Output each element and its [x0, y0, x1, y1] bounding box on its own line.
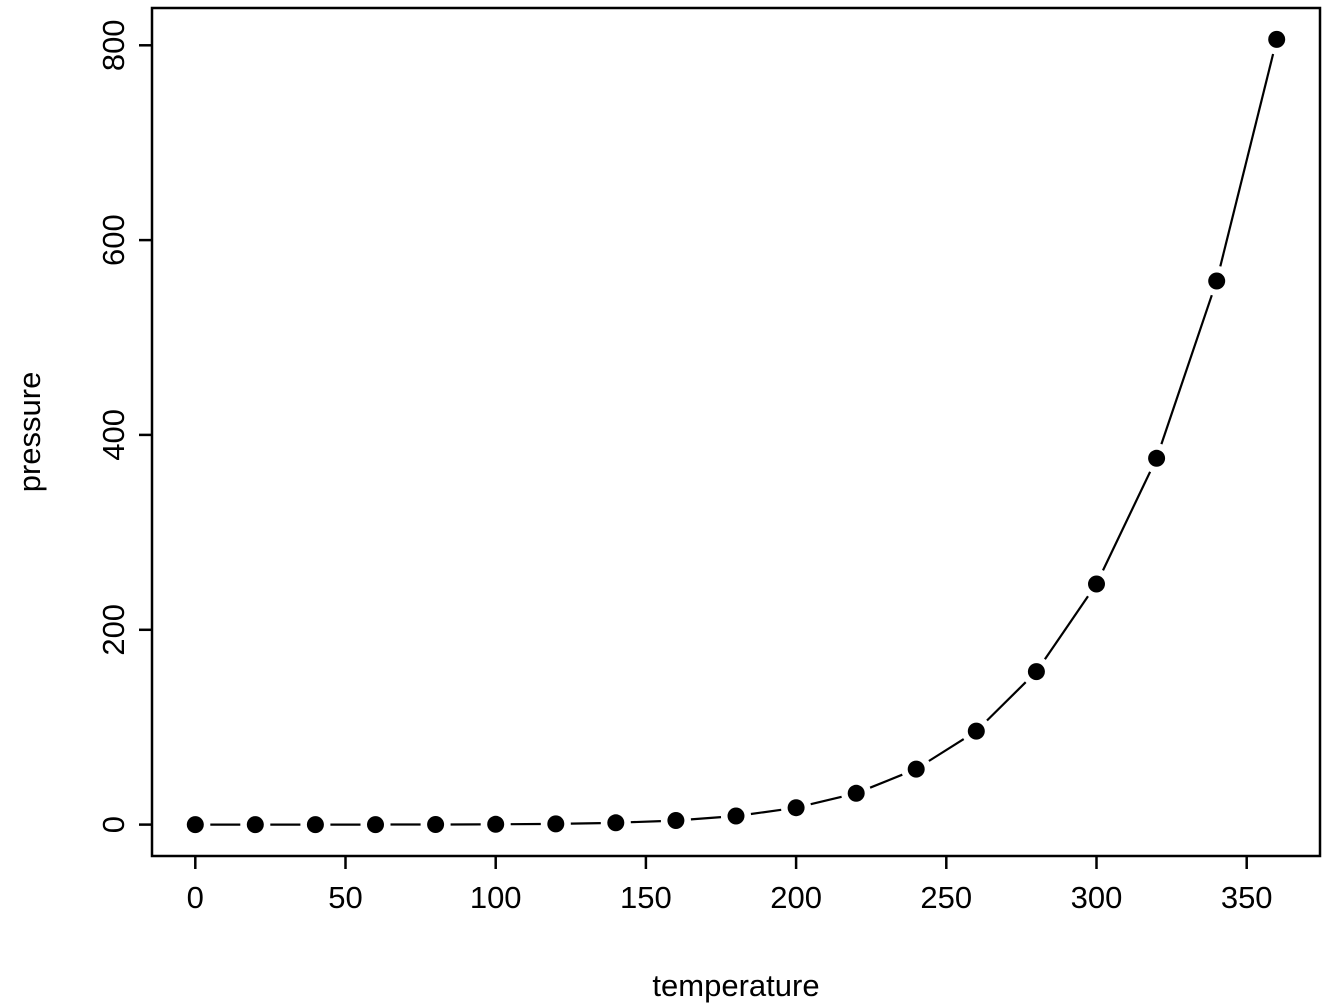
x-tick-label: 200: [770, 880, 822, 915]
data-point: [667, 812, 685, 829]
data-point: [367, 816, 384, 834]
line-segment: [1219, 53, 1275, 267]
y-axis-title: pressure: [12, 372, 47, 493]
y-axis: 0 200 400 600 800: [96, 19, 152, 833]
data-point: [1148, 449, 1166, 467]
data-line: [210, 53, 1275, 826]
line-segment: [1102, 471, 1152, 571]
data-point: [246, 816, 264, 834]
x-tick-label: 350: [1221, 880, 1273, 915]
data-point: [1208, 272, 1226, 290]
line-segment: [690, 816, 722, 821]
x-tick-label: 50: [328, 880, 362, 915]
y-tick-label: 200: [96, 604, 131, 656]
line-segment: [630, 820, 661, 824]
y-tick-label: 400: [96, 409, 131, 461]
data-point: [306, 816, 324, 834]
data-point: [487, 815, 505, 833]
y-tick-label: 0: [96, 816, 131, 833]
data-point: [727, 807, 745, 825]
data-point: [607, 814, 625, 832]
y-tick-label: 600: [96, 214, 131, 266]
data-point: [1268, 30, 1286, 48]
data-point: [427, 816, 445, 833]
y-tick-label: 800: [96, 19, 131, 71]
data-point: [1027, 663, 1045, 681]
line-segment: [986, 681, 1027, 722]
x-tick-label: 300: [1071, 880, 1123, 915]
x-axis-title: temperature: [652, 968, 819, 1003]
x-tick-label: 250: [920, 880, 972, 915]
x-tick-label: 100: [470, 880, 522, 915]
plot-border: [150, 6, 1322, 858]
line-segment: [810, 795, 842, 806]
x-axis: 0 50 100 150 200 250 300 350: [187, 856, 1273, 915]
data-point: [1088, 575, 1105, 593]
line-segment: [928, 738, 965, 762]
line-segment: [750, 808, 782, 816]
data-point: [847, 784, 865, 802]
line-segment: [1160, 294, 1213, 445]
data-points: [186, 30, 1286, 834]
data-point: [186, 816, 204, 834]
line-segment: [869, 773, 903, 789]
x-tick-label: 150: [620, 880, 672, 915]
data-point: [787, 799, 805, 817]
x-tick-label: 0: [187, 880, 204, 915]
data-point: [547, 815, 565, 833]
line-segment: [570, 822, 601, 825]
data-point: [907, 760, 925, 778]
line-segment: [1043, 595, 1089, 660]
data-point: [967, 722, 985, 740]
